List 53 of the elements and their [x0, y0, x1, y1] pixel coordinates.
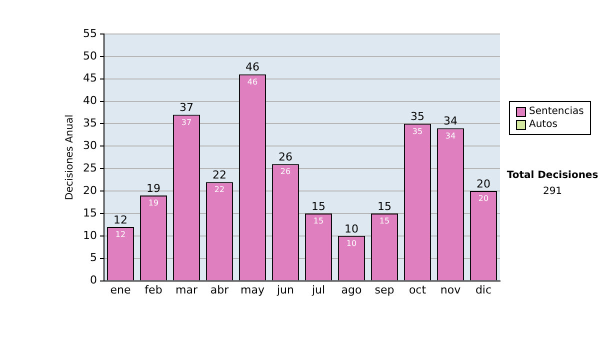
y-tick-label: 10: [82, 228, 97, 242]
total-label: 22: [212, 168, 226, 182]
x-tick-label: mar: [176, 283, 198, 296]
total-label: 46: [246, 60, 260, 74]
x-tick-label: abr: [210, 283, 230, 296]
y-tick-label: 45: [82, 72, 97, 85]
data-label: 20: [478, 194, 489, 204]
x-tick-label: ago: [341, 283, 362, 296]
data-label: 10: [346, 239, 357, 248]
x-tick-label: nov: [440, 283, 462, 296]
x-tick-label: may: [240, 283, 265, 296]
y-tick-label: 40: [82, 94, 97, 108]
y-tick-label: 25: [82, 161, 97, 174]
x-tick-label: oct: [408, 283, 427, 296]
legend-label: Sentencias: [529, 105, 584, 118]
total-label: 15: [312, 200, 326, 213]
data-label: 12: [115, 230, 126, 240]
data-label: 35: [412, 126, 423, 136]
y-tick-label: 20: [82, 184, 97, 197]
total-label: 10: [344, 222, 358, 236]
data-label: 46: [247, 77, 258, 86]
y-tick-label: 0: [90, 274, 97, 287]
x-tick-label: ene: [110, 283, 131, 296]
total-label: 34: [444, 114, 458, 128]
total-label: 35: [410, 110, 424, 124]
total-label: 26: [278, 150, 292, 164]
legend-label: Autos: [529, 118, 558, 131]
data-label: 19: [148, 198, 159, 208]
total-label: 20: [476, 177, 490, 190]
y-tick-label: 15: [82, 206, 97, 220]
text: 291: [542, 186, 564, 197]
y-tick-label: 5: [90, 251, 97, 264]
data-label: 26: [280, 167, 291, 176]
y-tick-label: 55: [82, 26, 97, 40]
x-tick-label: sep: [374, 283, 394, 296]
data-label: 15: [313, 216, 324, 226]
total-label: 37: [180, 101, 194, 114]
x-tick-label: dic: [475, 283, 492, 296]
data-label: 37: [181, 118, 192, 127]
data-label: 34: [445, 131, 456, 140]
data-label: 22: [214, 185, 225, 194]
y-tick-label: 35: [82, 116, 97, 130]
text: Total Decisiones: [506, 170, 600, 181]
x-tick-label: jul: [310, 283, 326, 296]
total-label: 12: [113, 213, 128, 226]
y-tick-label: 30: [82, 139, 97, 152]
x-tick-label: jun: [276, 283, 294, 296]
y-tick-label: 50: [82, 49, 97, 62]
total-label: 19: [146, 182, 160, 195]
y-axis-title: Decisiones Anual: [64, 114, 76, 200]
x-tick-label: feb: [144, 283, 162, 296]
total-label: 15: [378, 200, 392, 213]
data-label: 15: [379, 216, 390, 226]
